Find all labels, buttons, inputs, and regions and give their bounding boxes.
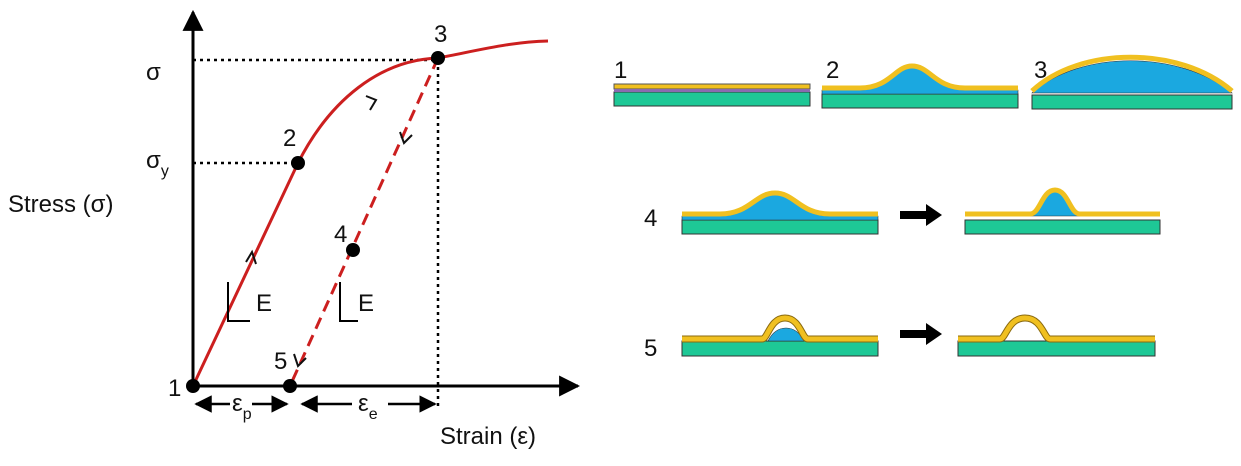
panel-4 [682,190,1160,234]
diagram: E E 1 2 3 4 5 Stress (σ) Strain (ε) σ σy… [0,0,1241,466]
slope-triangle [340,282,358,321]
point-label: 2 [283,125,296,152]
guide-lines [193,60,438,410]
strain-span: εe [358,390,378,423]
panel-label: 2 [826,57,839,84]
slope-label: E [256,290,272,317]
panel-3 [1032,57,1232,109]
stress-strain-curve [193,41,548,386]
panel-label: 1 [614,57,627,84]
y-axis-label: Stress (σ) [8,191,113,218]
points [186,51,445,393]
panel-5 [682,318,1155,356]
point-label: 1 [168,375,181,402]
point-label: 5 [274,348,287,375]
slope-label: E [358,290,374,317]
unloading-line [290,58,438,386]
y-mark: σy [146,147,169,180]
strain-span: εp [232,390,252,423]
x-axis-label: Strain (ε) [440,423,536,450]
panel-2 [822,66,1018,108]
point-label: 4 [334,221,347,248]
direction-arrows [246,96,412,366]
panel-label: 4 [644,205,657,232]
panel-1 [614,84,810,106]
y-mark: σ [146,59,161,86]
point-label: 3 [434,21,447,48]
panel-label: 5 [644,335,657,362]
